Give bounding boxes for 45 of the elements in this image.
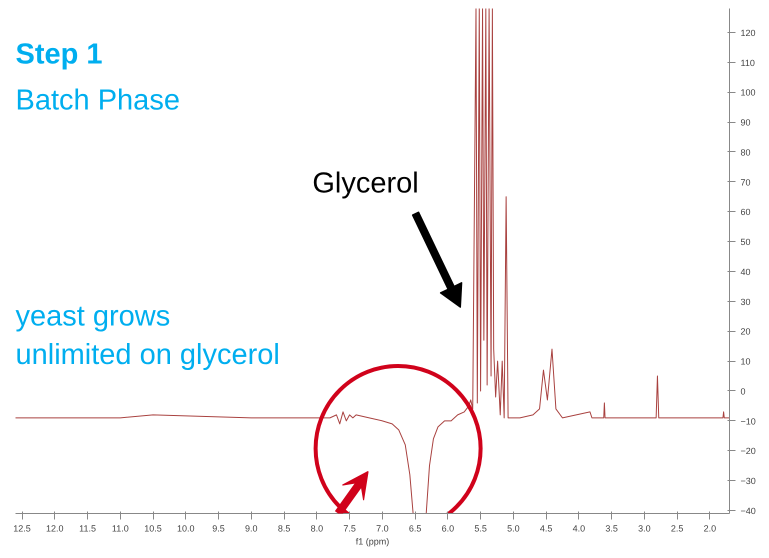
y-tick-label: 70 bbox=[740, 177, 751, 188]
y-tick-label: −20 bbox=[740, 446, 756, 456]
x-tick-label: 7.0 bbox=[376, 524, 389, 534]
y-tick-label: −30 bbox=[740, 476, 756, 486]
x-tick-label: 9.5 bbox=[212, 524, 225, 534]
x-tick-label: 6.5 bbox=[408, 524, 422, 534]
y-tick-label: 90 bbox=[740, 118, 751, 128]
y-tick-label: 10 bbox=[740, 356, 751, 367]
x-tick-label: 5.0 bbox=[507, 524, 520, 534]
text: Step 1 bbox=[16, 38, 103, 70]
x-tick-label: 12.5 bbox=[13, 524, 31, 534]
x-tick-label: 2.5 bbox=[670, 524, 684, 534]
line-series bbox=[16, 8, 730, 514]
annotation: yeast grows unlimited on glycerol bbox=[16, 300, 280, 371]
x-tick-label: 9.0 bbox=[245, 524, 258, 534]
text: Batch Phase bbox=[16, 84, 180, 116]
x-tick-label: 4.0 bbox=[572, 524, 586, 534]
x-tick-label: 11.5 bbox=[79, 524, 96, 534]
x-tick-label: 10.5 bbox=[144, 524, 162, 534]
y-tick-label: 80 bbox=[740, 147, 751, 158]
x-tick-label: 11.0 bbox=[112, 524, 129, 534]
x-axis-title: f1 (ppm) bbox=[356, 536, 390, 546]
x-tick-label: 5.5 bbox=[474, 524, 487, 534]
x-tick-label: 12.0 bbox=[46, 524, 64, 534]
y-tick-label: −10 bbox=[740, 416, 756, 426]
x-tick-label: 3.5 bbox=[605, 524, 618, 534]
y-tick-label: 100 bbox=[740, 88, 756, 98]
y-tick-label: 30 bbox=[740, 296, 751, 307]
x-tick-label: 6.0 bbox=[442, 524, 454, 534]
x-tick-label: 4.5 bbox=[540, 524, 552, 534]
x-tick-label: 8.0 bbox=[310, 524, 324, 534]
annotation: Glycerol bbox=[312, 168, 419, 200]
x-tick-label: 8.5 bbox=[278, 524, 290, 534]
y-tick-label: 40 bbox=[740, 266, 751, 277]
x-tick-label: 2.0 bbox=[704, 524, 716, 534]
y-tick-label: 60 bbox=[740, 207, 751, 218]
y-tick-label: −40 bbox=[740, 506, 756, 516]
x-tick-label: 10.0 bbox=[177, 524, 195, 534]
x-tick-label: 3.0 bbox=[638, 524, 651, 534]
x-tick-label: 7.5 bbox=[343, 524, 356, 534]
y-tick-label: 50 bbox=[740, 237, 751, 248]
y-tick-label: 0 bbox=[740, 386, 746, 396]
y-tick-label: 120 bbox=[740, 28, 756, 38]
y-tick-label: 20 bbox=[740, 326, 751, 337]
y-tick-label: 110 bbox=[740, 58, 755, 68]
